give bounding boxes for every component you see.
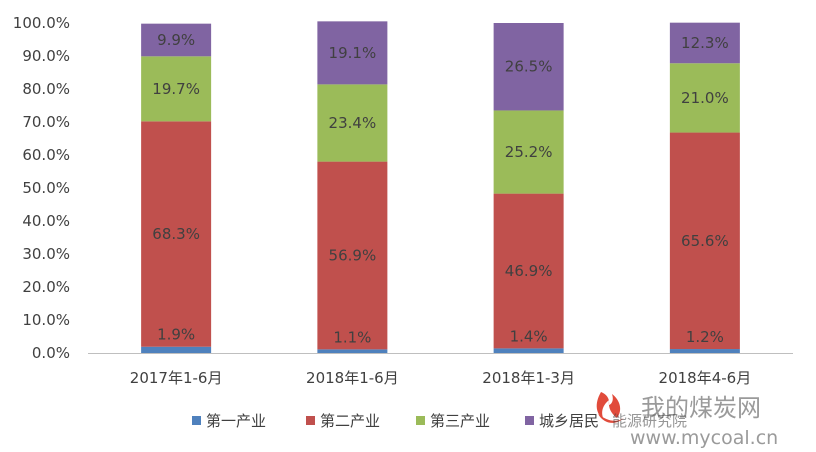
legend-label: 第一产业 (206, 412, 266, 430)
y-tick-label: 30.0% (22, 245, 70, 263)
bar-segment (317, 84, 388, 162)
bar-segment (317, 21, 388, 85)
data-label: 1.9% (157, 326, 195, 344)
data-label: 9.9% (157, 31, 195, 49)
bar-segment (669, 22, 740, 64)
data-label: 65.6% (681, 232, 729, 250)
x-tick-label: 2018年4-6月 (659, 369, 752, 387)
data-label: 1.2% (686, 328, 724, 346)
bar-segment (141, 346, 212, 353)
bar-segment (141, 121, 212, 347)
bar-segment (669, 132, 740, 350)
y-tick-label: 0.0% (32, 344, 70, 362)
y-tick-label: 50.0% (22, 179, 70, 197)
x-axis: 2017年1-6月 2018年1-6月 2018年1-3月 2018年4-6月 (88, 353, 793, 387)
watermark-overlay: 能源研究院 (612, 412, 687, 430)
y-tick-label: 80.0% (22, 80, 70, 98)
y-tick-label: 40.0% (22, 212, 70, 230)
data-label: 19.1% (329, 44, 377, 62)
legend-swatch (416, 416, 425, 425)
data-label: 21.0% (681, 89, 729, 107)
bar-segment (493, 23, 564, 111)
x-tick-label: 2017年1-6月 (130, 369, 223, 387)
flame-logo-icon (596, 392, 624, 423)
data-label: 46.9% (505, 262, 553, 280)
bar-segment (493, 110, 564, 194)
data-label: 26.5% (505, 58, 553, 76)
data-label: 56.9% (329, 246, 377, 264)
bar-segment (669, 349, 740, 353)
data-label: 25.2% (505, 143, 553, 161)
y-tick-label: 100.0% (13, 14, 70, 32)
data-label: 1.4% (510, 327, 548, 345)
x-tick-label: 2018年1-6月 (306, 369, 399, 387)
data-label: 12.3% (681, 34, 729, 52)
bar-segment (669, 63, 740, 133)
data-label: 19.7% (152, 80, 200, 98)
watermark: 我的煤炭网 www.mycoal.cn 能源研究院 (596, 392, 778, 449)
bars: 1.9% 68.3% 19.7% 9.9% 1.1% 56.9% 23.4% 19.1% 1.4… (141, 21, 740, 353)
bar-segment (493, 193, 564, 349)
y-tick-label: 60.0% (22, 146, 70, 164)
legend-swatch (306, 416, 315, 425)
bar-segment (141, 23, 212, 57)
bar-segment (493, 348, 564, 353)
legend: 第一产业 第二产业 第三产业 城乡居民 (192, 412, 599, 430)
data-label: 23.4% (329, 114, 377, 132)
bar-segment (317, 349, 388, 353)
legend-label: 第二产业 (320, 412, 380, 430)
bar-segment (317, 161, 388, 350)
watermark-url: www.mycoal.cn (630, 427, 778, 449)
y-tick-label: 10.0% (22, 311, 70, 329)
x-tick-label: 2018年1-3月 (482, 369, 575, 387)
data-label: 1.1% (333, 328, 371, 346)
y-tick-label: 90.0% (22, 47, 70, 65)
legend-swatch (525, 416, 534, 425)
data-label: 68.3% (152, 225, 200, 243)
legend-label: 第三产业 (430, 412, 490, 430)
y-tick-label: 20.0% (22, 278, 70, 296)
y-axis: 0.0% 10.0% 20.0% 30.0% 40.0% 50.0% 60.0% 70.0% 8… (13, 14, 70, 362)
legend-label: 城乡居民 (539, 412, 599, 430)
legend-swatch (192, 416, 201, 425)
watermark-title: 我的煤炭网 (641, 394, 761, 422)
y-tick-label: 70.0% (22, 113, 70, 131)
bar-segment (141, 56, 212, 122)
